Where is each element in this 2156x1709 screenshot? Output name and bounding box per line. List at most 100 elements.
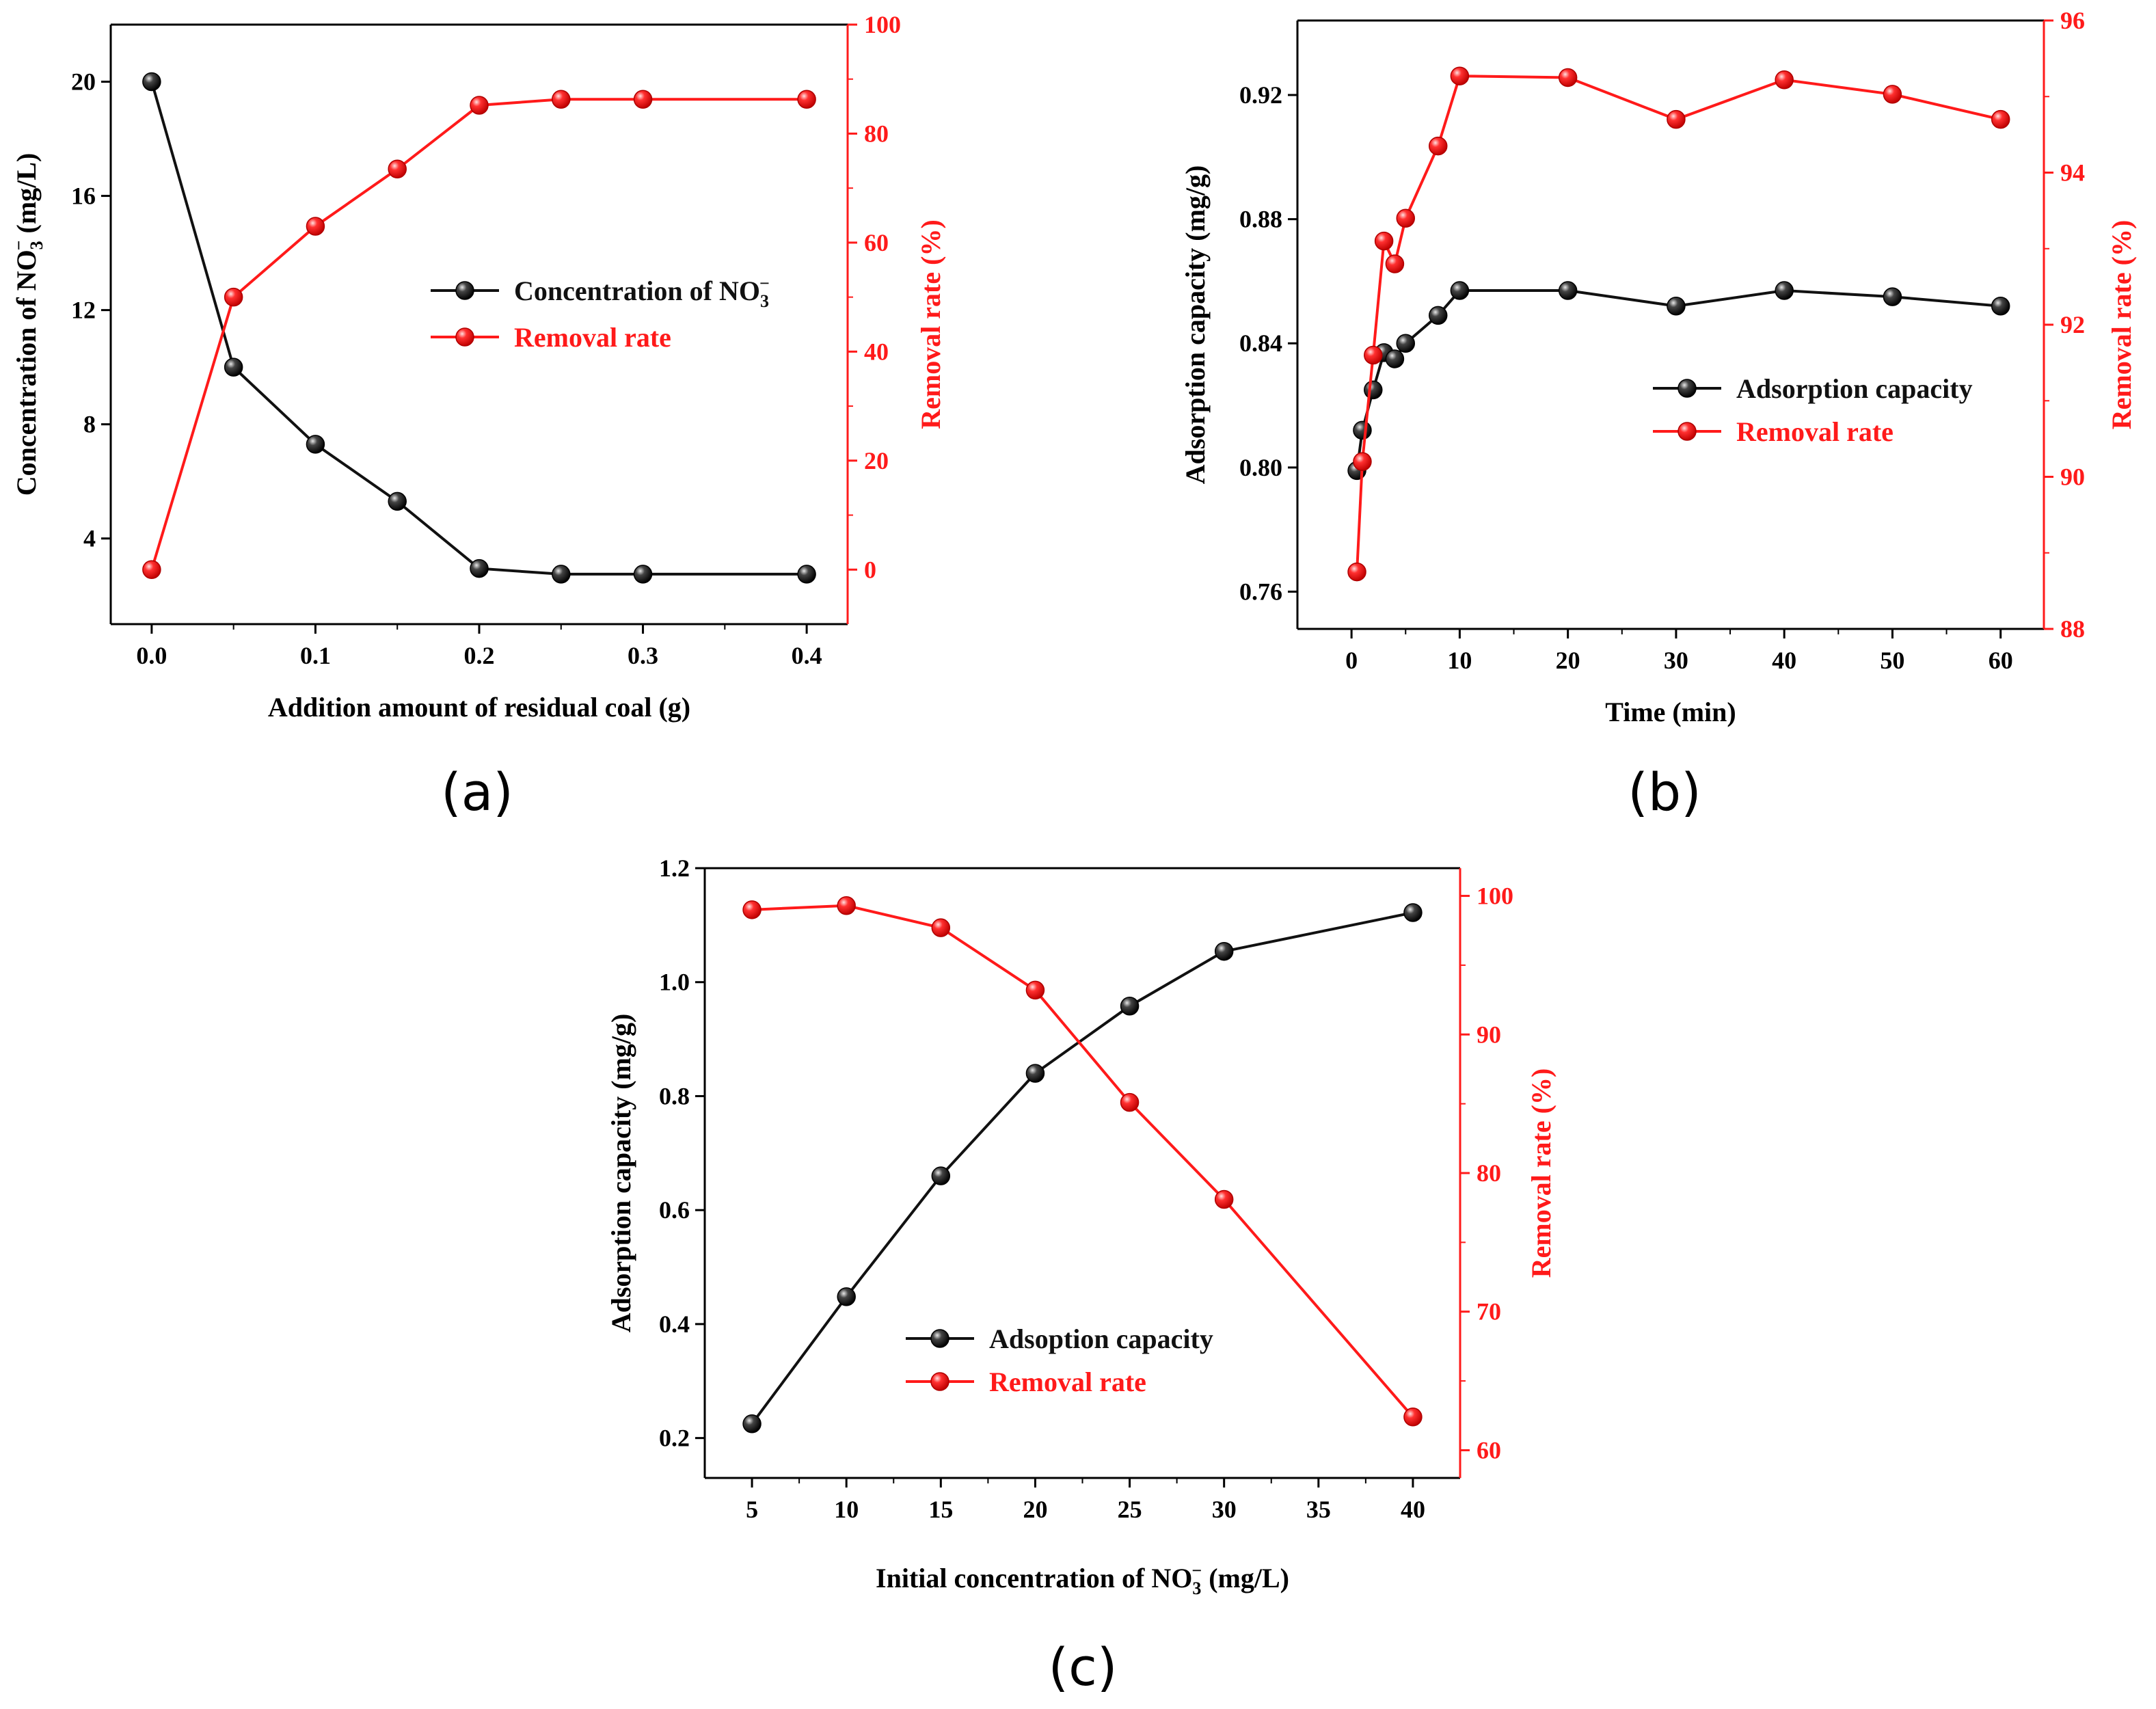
y-right-tick-label: 80 <box>1477 1159 1501 1187</box>
series-line-1 <box>150 98 807 570</box>
y-right-axis-title: Removal rate (%) <box>1526 1068 1557 1278</box>
data-point <box>142 72 161 92</box>
series-line-0 <box>150 81 807 576</box>
x-tick-label: 40 <box>1401 1496 1425 1523</box>
data-point <box>388 159 407 179</box>
data-point <box>931 918 951 937</box>
y-right-axis-title: Removal rate (%) <box>2106 220 2137 430</box>
y-left-tick-label: 8 <box>83 411 96 438</box>
y-left-tick-label: 0.2 <box>659 1425 690 1452</box>
data-point <box>224 358 243 377</box>
chart-panel-b: 0 10 20 30 40 50 60 0.76 0.80 0.84 0.88 0.92 88 90 92 9… <box>1180 7 2137 822</box>
data-point <box>388 492 407 511</box>
x-tick-label: 20 <box>1023 1496 1047 1523</box>
x-tick-label: 50 <box>1880 647 1904 674</box>
y-left-tick-label: 1.0 <box>659 969 690 996</box>
y-right-tick-label: 60 <box>1477 1436 1501 1464</box>
legend-label: Concentration of NO3− <box>514 273 770 311</box>
y-left-tick-label: 0.88 <box>1239 206 1282 233</box>
panel-label: (a) <box>441 762 513 822</box>
x-tick-label: 15 <box>928 1496 953 1523</box>
x-tick-label: 5 <box>746 1496 758 1523</box>
data-point <box>1428 306 1448 325</box>
y-right-tick-label: 0 <box>864 556 876 583</box>
chart-panel-a: 0.0 0.1 0.2 0.3 0.4 4 8 12 16 20 0 20 40 60 80 100 Addit… <box>9 11 946 822</box>
data-point <box>797 90 816 109</box>
data-point <box>1558 68 1578 88</box>
data-point <box>1396 208 1416 228</box>
data-point <box>1667 109 1686 129</box>
y-left-tick-label: 20 <box>71 68 96 96</box>
y-right-tick-label: 96 <box>2060 7 2085 34</box>
data-point <box>1775 70 1794 90</box>
data-point <box>306 435 325 454</box>
y-right-tick-label: 70 <box>1477 1298 1501 1326</box>
y-left-axis-title: Adsorption capacity (mg/g) <box>1180 165 1211 485</box>
x-tick-label: 20 <box>1556 647 1580 674</box>
y-left-axis-title: Concentration of NO3− (mg/L) <box>9 153 46 496</box>
data-point <box>1450 66 1470 85</box>
y-right-tick-label: 20 <box>864 447 889 474</box>
data-point <box>470 559 489 578</box>
legend-label: Removal rate <box>1736 416 1894 447</box>
y-right-tick-label: 100 <box>1477 883 1513 910</box>
data-point <box>552 90 571 109</box>
data-point <box>633 90 653 109</box>
data-point <box>306 217 325 236</box>
data-point <box>633 565 653 584</box>
legend-marker <box>930 1329 949 1348</box>
data-point <box>1450 281 1470 300</box>
legend-label: Removal rate <box>514 322 671 353</box>
data-point <box>1120 996 1140 1016</box>
data-point <box>1025 980 1045 1000</box>
x-tick-label: 30 <box>1664 647 1688 674</box>
legend-marker <box>455 327 474 347</box>
x-tick-label: 25 <box>1118 1496 1142 1523</box>
legend-marker <box>1677 422 1697 441</box>
x-tick-label: 0.0 <box>136 642 167 669</box>
panel-label: (b) <box>1628 762 1701 822</box>
data-point <box>1991 297 2010 316</box>
y-left-tick-label: 12 <box>71 297 96 324</box>
x-tick-label: 0.1 <box>300 642 331 669</box>
x-tick-label: 0.3 <box>628 642 658 669</box>
y-left-tick-label: 0.6 <box>659 1196 690 1224</box>
x-tick-label: 0.4 <box>792 642 822 669</box>
y-right-tick-label: 80 <box>864 120 889 147</box>
y-right-axis-title: Removal rate (%) <box>915 219 946 429</box>
data-point <box>552 565 571 584</box>
data-point <box>797 565 816 584</box>
x-axis-title: Initial concentration of NO3− (mg/L) <box>876 1561 1289 1598</box>
data-point <box>1403 1408 1423 1427</box>
data-point <box>1353 452 1372 471</box>
data-point <box>1396 334 1416 353</box>
data-point <box>1403 903 1423 922</box>
y-left-tick-label: 0.80 <box>1239 454 1282 481</box>
y-left-tick-label: 4 <box>83 525 96 552</box>
y-left-tick-label: 0.4 <box>659 1310 690 1338</box>
y-right-tick-label: 94 <box>2060 159 2085 187</box>
data-point <box>1667 297 1686 316</box>
x-tick-label: 10 <box>1447 647 1472 674</box>
data-point <box>837 896 856 915</box>
data-point <box>1385 254 1405 273</box>
data-point <box>1347 562 1366 582</box>
series-line-1 <box>1356 75 2002 572</box>
y-left-tick-label: 0.76 <box>1239 578 1282 606</box>
y-left-tick-label: 0.92 <box>1239 81 1282 109</box>
y-right-tick-label: 88 <box>2060 615 2085 643</box>
y-right-tick-label: 60 <box>864 229 889 256</box>
data-point <box>1025 1064 1045 1083</box>
x-tick-label: 0.2 <box>464 642 495 669</box>
data-point <box>931 1166 951 1185</box>
y-left-tick-label: 0.8 <box>659 1082 690 1109</box>
data-point <box>1374 231 1394 251</box>
data-point <box>1883 287 1902 306</box>
data-point <box>1991 109 2010 129</box>
x-tick-label: 10 <box>834 1496 859 1523</box>
data-point <box>1364 345 1383 365</box>
panel-label: (c) <box>1048 1637 1117 1697</box>
legend-marker <box>1677 379 1697 398</box>
data-point <box>224 287 243 307</box>
